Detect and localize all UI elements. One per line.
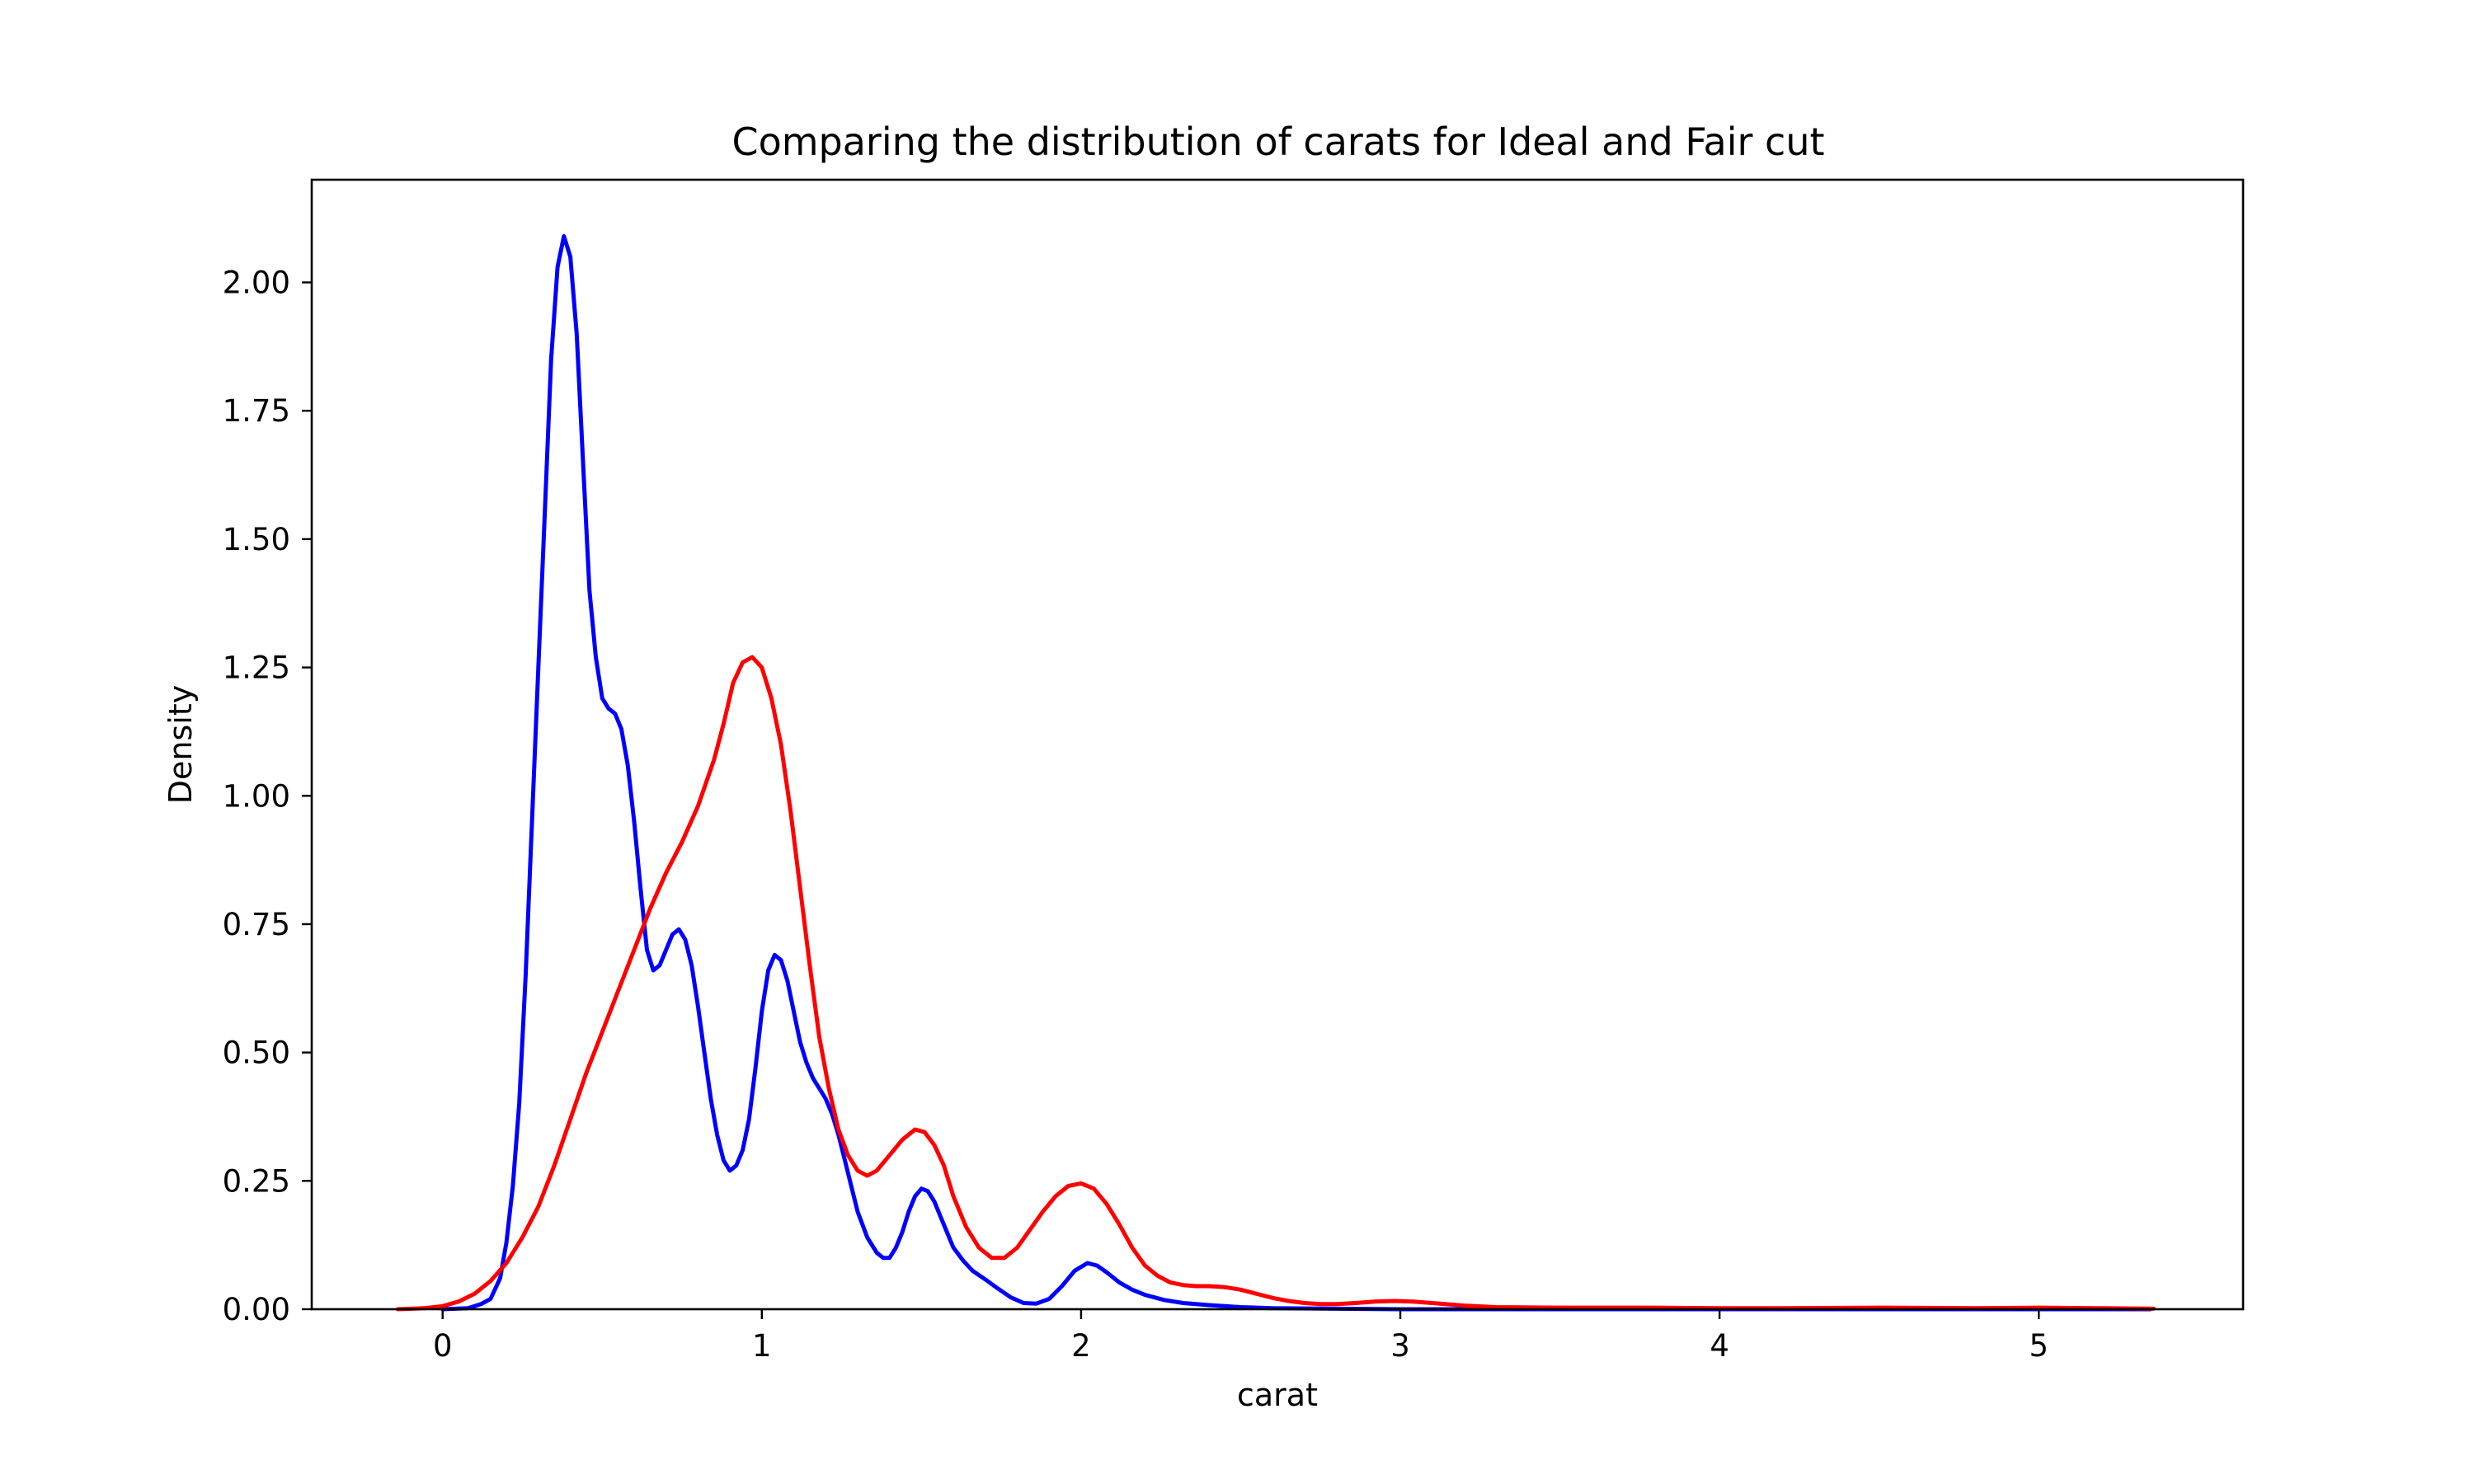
x-tick-label: 1: [752, 1328, 772, 1364]
y-axis: 0.00 0.25 0.50 0.75 1.00 1.25 1.50 1.75 2.00: [223, 265, 312, 1327]
y-tick-label: 1.25: [223, 650, 290, 686]
x-tick-label: 0: [433, 1328, 453, 1364]
x-tick-label: 5: [2029, 1328, 2048, 1364]
x-axis-label: carat: [1237, 1377, 1318, 1413]
series-layer: [396, 234, 2157, 1312]
x-axis: 0 1 2 3 4 5: [433, 1309, 2048, 1364]
y-tick-label: 0.75: [223, 907, 290, 942]
x-tick-label: 2: [1071, 1328, 1091, 1364]
y-tick-label: 0.25: [223, 1163, 290, 1199]
series-line-1: [440, 234, 2153, 1312]
y-tick-label: 0.00: [223, 1292, 290, 1327]
x-tick-label: 3: [1390, 1328, 1410, 1364]
plot-frame: [310, 178, 2245, 1311]
y-tick-label: 1.00: [223, 778, 290, 814]
series-line-2: [396, 655, 2157, 1312]
x-tick-label: 4: [1710, 1328, 1729, 1364]
y-tick-label: 2.00: [223, 265, 290, 301]
y-axis-label: Density: [162, 685, 199, 804]
y-tick-label: 1.50: [223, 522, 290, 557]
y-tick-label: 1.75: [223, 393, 290, 429]
y-tick-label: 0.50: [223, 1036, 290, 1071]
chart-title: Comparing the distribution of carats for…: [731, 120, 1824, 164]
